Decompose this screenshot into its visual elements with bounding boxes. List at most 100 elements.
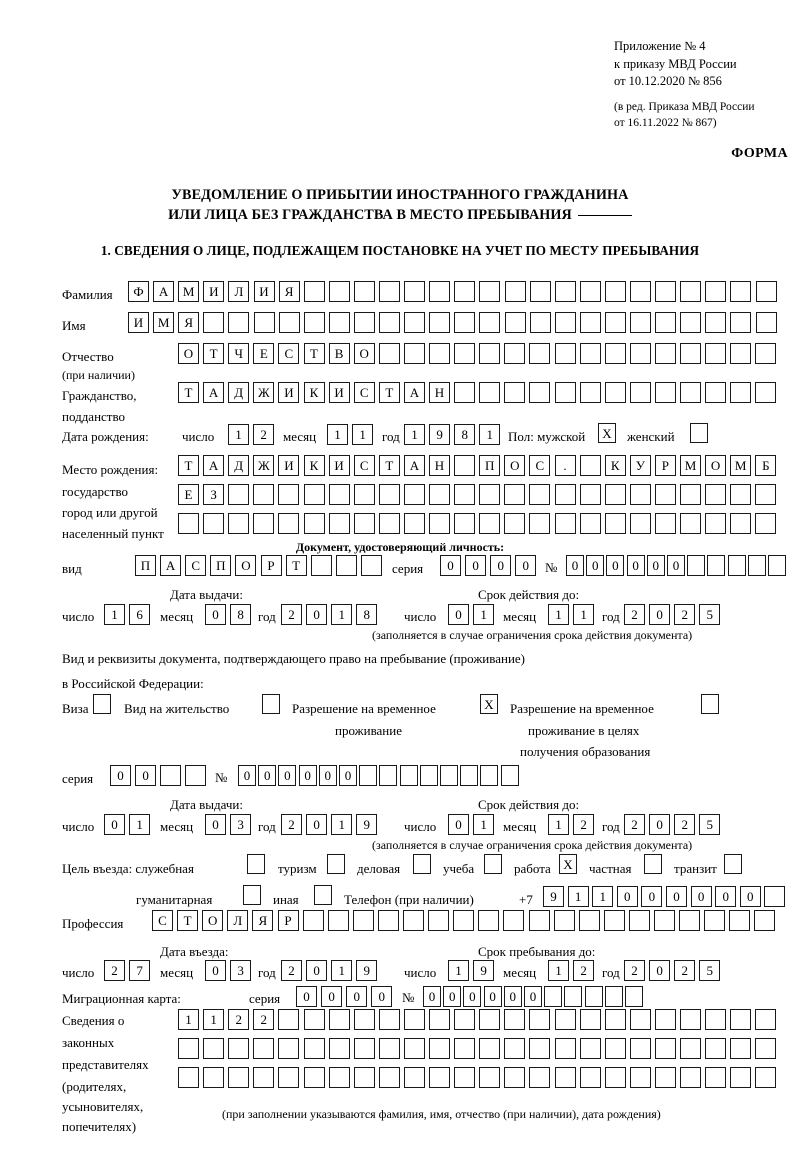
surname-field-cell[interactable] (705, 281, 727, 302)
patronymic-field-cell[interactable] (429, 343, 450, 364)
legal-rep-row-2-cell[interactable] (228, 1038, 250, 1059)
surname-field-cell[interactable] (429, 281, 451, 302)
birthplace-row-1-cell[interactable]: М (680, 455, 701, 476)
birthplace-row-3-cell[interactable] (755, 513, 777, 534)
birthplace-row-3-cell[interactable] (579, 513, 601, 534)
legal-rep-row-3-cell[interactable] (554, 1067, 576, 1088)
legal-rep-row-1-cell[interactable] (730, 1009, 752, 1030)
legal-rep-row-3-cell[interactable] (203, 1067, 225, 1088)
birthplace-row-3-cell[interactable] (178, 513, 199, 534)
legal-rep-row-3-cell[interactable] (755, 1067, 777, 1088)
birth-year-field-cell[interactable]: 9 (429, 424, 451, 445)
surname-field-cell[interactable] (730, 281, 752, 302)
name-field-cell[interactable] (730, 312, 752, 333)
legal-rep-row-2-cell[interactable] (604, 1038, 626, 1059)
legal-rep-row-2-cell[interactable] (378, 1038, 400, 1059)
citizenship-field-cell[interactable] (579, 382, 601, 403)
patronymic-field-cell[interactable] (629, 343, 651, 364)
legal-rep-row-1-cell[interactable] (378, 1009, 400, 1030)
legal-rep-row-2-cell[interactable] (278, 1038, 300, 1059)
legal-rep-row-1-cell[interactable]: 1 (178, 1009, 199, 1030)
patronymic-field-cell[interactable] (554, 343, 576, 364)
birthplace-row-3-cell[interactable] (604, 513, 626, 534)
permit-number-field-cell[interactable]: 0 (238, 765, 256, 786)
birthplace-row-3-cell[interactable] (705, 513, 727, 534)
mig-series-field-cell[interactable]: 0 (371, 986, 393, 1007)
doc-valid-year-field-cell[interactable]: 5 (699, 604, 721, 625)
surname-field-cell[interactable] (630, 281, 651, 302)
profession-field-cell[interactable]: Р (277, 910, 299, 931)
permit-issue-year-field-cell[interactable]: 9 (356, 814, 378, 835)
purpose-private-checkbox[interactable] (644, 854, 662, 874)
surname-field-cell[interactable] (504, 281, 526, 302)
purpose-other-checkbox[interactable] (314, 885, 332, 905)
entry-month-field-cell[interactable]: 0 (205, 960, 226, 981)
citizenship-field-cell[interactable]: Д (228, 382, 250, 403)
patronymic-field-cell[interactable] (378, 343, 400, 364)
mig-series-field-cell[interactable]: 0 (321, 986, 343, 1007)
surname-field-cell[interactable] (353, 281, 375, 302)
patronymic-field-cell[interactable] (705, 343, 727, 364)
birthplace-row-3-cell[interactable] (228, 513, 250, 534)
birthplace-row-3-cell[interactable] (303, 513, 325, 534)
doc-valid-day-field-cell[interactable]: 0 (448, 604, 469, 625)
birthplace-row-3-cell[interactable] (680, 513, 701, 534)
citizenship-field-cell[interactable]: Т (178, 382, 199, 403)
legal-rep-row-2-cell[interactable] (529, 1038, 551, 1059)
permit-valid-year-field-cell[interactable]: 0 (649, 814, 671, 835)
temp-residence-checkbox[interactable]: X (480, 694, 498, 714)
doc-number-field-cell[interactable]: 0 (626, 555, 645, 576)
stay-day-field-cell[interactable]: 9 (473, 960, 495, 981)
profession-field-cell[interactable] (377, 910, 399, 931)
birthplace-row-1-cell[interactable]: М (730, 455, 752, 476)
patronymic-field-cell[interactable]: О (178, 343, 199, 364)
phone-field-cell[interactable]: 9 (543, 886, 564, 907)
surname-field-cell[interactable] (328, 281, 350, 302)
doc-kind-field-cell[interactable]: О (235, 555, 257, 576)
permit-number-field-cell[interactable] (500, 765, 519, 786)
citizenship-field-cell[interactable] (705, 382, 727, 403)
birthplace-row-1-cell[interactable]: Н (429, 455, 450, 476)
birthplace-row-2-cell[interactable] (604, 484, 626, 505)
permit-number-field-cell[interactable]: 0 (318, 765, 337, 786)
legal-rep-row-3-cell[interactable] (228, 1067, 250, 1088)
surname-field-cell[interactable]: Ф (128, 281, 149, 302)
legal-rep-row-1-cell[interactable] (454, 1009, 476, 1030)
legal-rep-row-1-cell[interactable] (755, 1009, 777, 1030)
legal-rep-row-1-cell[interactable] (629, 1009, 651, 1030)
legal-rep-row-2-cell[interactable] (429, 1038, 450, 1059)
mig-number-field-cell[interactable] (564, 986, 583, 1007)
birthplace-row-1-cell[interactable] (579, 455, 601, 476)
patronymic-field-cell[interactable] (680, 343, 701, 364)
doc-series-field-cell[interactable]: 0 (440, 555, 461, 576)
birthplace-row-1-cell[interactable]: Б (755, 455, 777, 476)
profession-field-cell[interactable] (453, 910, 475, 931)
permit-number-field-cell[interactable]: 0 (298, 765, 317, 786)
surname-field-cell[interactable] (479, 281, 501, 302)
patronymic-field-cell[interactable]: В (328, 343, 350, 364)
birthplace-row-3-cell[interactable] (403, 513, 425, 534)
birthplace-row-3-cell[interactable] (203, 513, 225, 534)
permit-number-field-cell[interactable] (460, 765, 479, 786)
name-field-cell[interactable] (253, 312, 275, 333)
stay-day-field-cell[interactable]: 1 (448, 960, 469, 981)
birthplace-row-2-cell[interactable] (403, 484, 425, 505)
stay-year-field-cell[interactable]: 2 (674, 960, 696, 981)
permit-issue-day-field-cell[interactable]: 0 (104, 814, 125, 835)
doc-valid-year-field-cell[interactable]: 0 (649, 604, 671, 625)
profession-field-cell[interactable] (327, 910, 349, 931)
name-field-cell[interactable] (529, 312, 551, 333)
profession-field-cell[interactable] (503, 910, 525, 931)
legal-rep-row-1-cell[interactable]: 1 (203, 1009, 225, 1030)
profession-field-cell[interactable]: С (152, 910, 173, 931)
doc-number-field-cell[interactable] (747, 555, 766, 576)
legal-rep-row-2-cell[interactable] (454, 1038, 476, 1059)
citizenship-field-cell[interactable]: И (328, 382, 350, 403)
mig-number-field-cell[interactable]: 0 (524, 986, 542, 1007)
birthplace-row-2-cell[interactable] (429, 484, 450, 505)
citizenship-field-cell[interactable]: С (353, 382, 375, 403)
legal-rep-row-3-cell[interactable] (303, 1067, 325, 1088)
name-field-cell[interactable] (655, 312, 677, 333)
doc-number-field-cell[interactable]: 0 (606, 555, 625, 576)
permit-valid-year-field-cell[interactable]: 5 (699, 814, 721, 835)
